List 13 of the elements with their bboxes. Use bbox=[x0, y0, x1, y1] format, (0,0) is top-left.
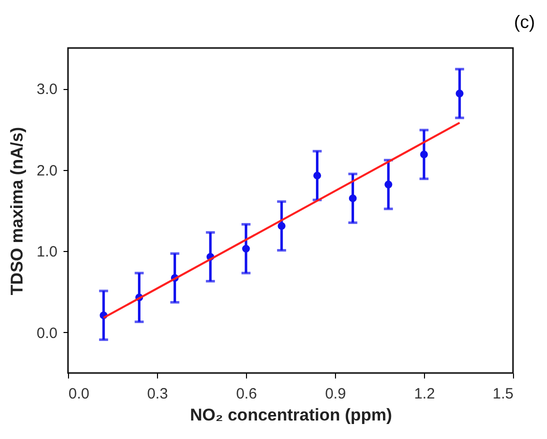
x-tick-label: 0.3 bbox=[147, 386, 168, 402]
text: (c) bbox=[514, 12, 535, 33]
x-tick-label: 0.9 bbox=[325, 386, 346, 402]
y-tick-label: 0.0 bbox=[36, 324, 58, 342]
x-tick-label: 1.2 bbox=[414, 386, 435, 402]
x-tick-label: 0.6 bbox=[236, 386, 257, 402]
x-tick-label: 1.5 bbox=[492, 386, 514, 402]
x-axis-title: NO₂ concentration (ppm) bbox=[190, 406, 392, 424]
y-tick-label: 3.0 bbox=[36, 81, 58, 98]
y-tick-label: 2.0 bbox=[36, 162, 58, 180]
y-axis-title: TDSO maxima (nA/s) bbox=[8, 126, 27, 296]
x-tick-label: 0.0 bbox=[68, 386, 90, 402]
y-tick-label: 1.0 bbox=[36, 244, 58, 261]
